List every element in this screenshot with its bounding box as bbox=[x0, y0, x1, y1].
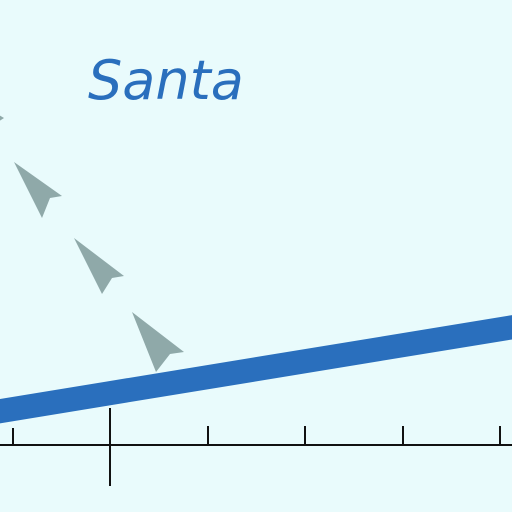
santa-path-line bbox=[0, 315, 512, 424]
arrowhead-icon bbox=[14, 162, 62, 218]
arrowhead-icon bbox=[0, 115, 4, 121]
santa-label: Santa bbox=[88, 49, 244, 112]
arrowhead-icon bbox=[132, 312, 184, 372]
arrowhead-icon bbox=[74, 238, 124, 294]
